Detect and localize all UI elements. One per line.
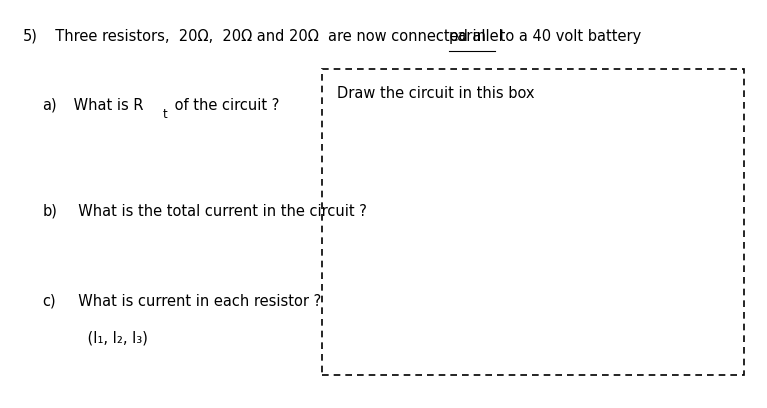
Text: of the circuit ?: of the circuit ? [170,98,280,113]
Text: b): b) [42,204,57,219]
Text: What is R: What is R [69,98,143,113]
Text: t: t [163,108,167,121]
Text: parallel: parallel [449,29,503,44]
Text: What is the total current in the circuit ?: What is the total current in the circuit… [69,204,367,219]
Text: (I₁, I₂, I₃): (I₁, I₂, I₃) [69,330,148,346]
Text: What is current in each resistor ?: What is current in each resistor ? [69,294,321,309]
Text: Draw the circuit in this box: Draw the circuit in this box [337,86,535,101]
Text: a): a) [42,98,57,113]
Text: c): c) [42,294,56,309]
Text: to a 40 volt battery: to a 40 volt battery [495,29,641,44]
Text: Three resistors,  20Ω,  20Ω and 20Ω  are now connected in: Three resistors, 20Ω, 20Ω and 20Ω are no… [46,29,491,44]
Text: 5): 5) [23,29,38,44]
